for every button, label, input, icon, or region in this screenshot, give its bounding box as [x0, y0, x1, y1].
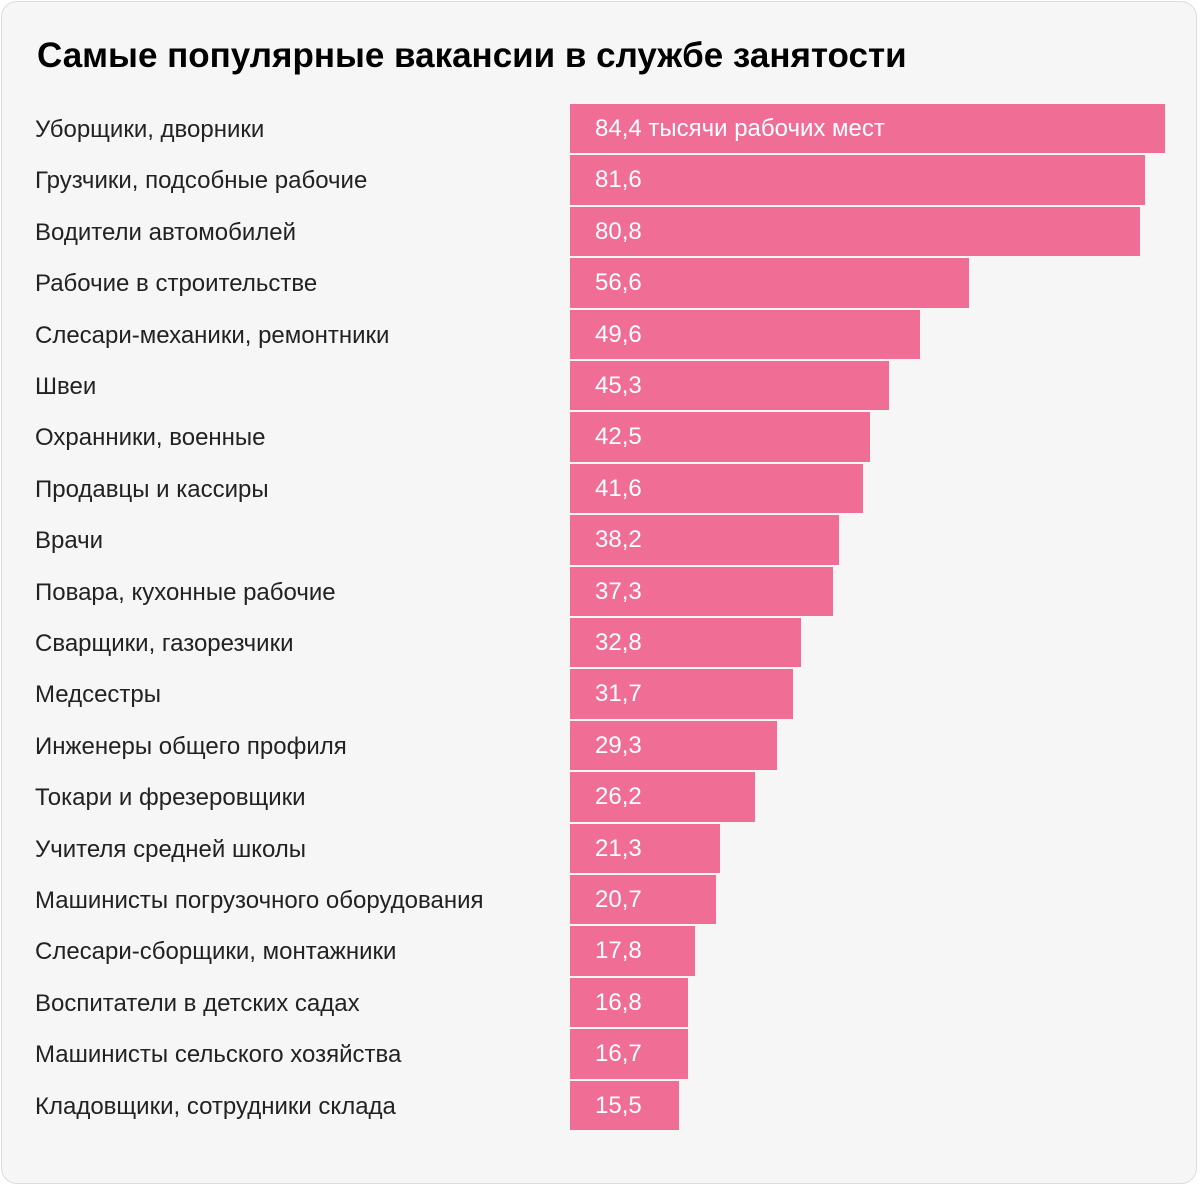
- bar-value-label: 26,2: [595, 783, 642, 811]
- category-label: Учителя средней школы: [35, 835, 307, 863]
- bar: [570, 618, 802, 668]
- category-label: Слесари-механики, ремонтники: [35, 321, 390, 349]
- chart-row: Машинисты сельского хозяйства 16,7: [0, 1029, 1200, 1080]
- bar: [570, 566, 833, 616]
- category-label: Медсестры: [35, 681, 162, 709]
- bar: [570, 1029, 688, 1079]
- category-label: Врачи: [35, 527, 104, 555]
- bar: [570, 155, 1146, 205]
- bar-value-label: 20,7: [595, 886, 642, 913]
- bar: [570, 361, 890, 411]
- bar: [570, 977, 689, 1028]
- bar-value-label: 49,6: [595, 320, 642, 348]
- chart-row: Медсестры 31,7: [0, 669, 1200, 720]
- bar: [570, 309, 920, 359]
- chart-row: Рабочие в строительстве 56,6: [0, 258, 1200, 309]
- bar: [570, 463, 864, 514]
- chart-row: Повара, кухонные рабочие 37,3: [0, 566, 1200, 618]
- bar-value-label: 31,7: [595, 680, 642, 708]
- category-label: Уборщики, дворники: [35, 116, 265, 143]
- bar: [570, 823, 721, 873]
- bar-value-label: 81,6: [595, 166, 642, 194]
- bar: [570, 926, 696, 976]
- bar: [570, 412, 870, 462]
- category-label: Машинисты сельского хозяйства: [35, 1041, 402, 1069]
- bar-value-label: 56,6: [595, 269, 642, 297]
- bar-value-label: 16,7: [595, 1040, 642, 1068]
- bar-value-label: 16,8: [595, 988, 642, 1016]
- chart-row: Слесари-сборщики, монтажники 17,8: [0, 926, 1200, 977]
- bar: [570, 875, 716, 925]
- bar: [570, 104, 1165, 154]
- bar-value-label: 41,6: [595, 474, 642, 502]
- bar-value-label: 38,2: [595, 526, 642, 554]
- category-label: Грузчики, подсобные рабочие: [35, 167, 368, 195]
- chart-row: Сварщики, газорезчики 32,8: [0, 618, 1200, 669]
- category-label: Продавцы и кассиры: [35, 475, 269, 503]
- chart-row: Слесари-механики, ремонтники 49,6: [0, 309, 1200, 361]
- chart-row: Инженеры общего профиля 29,3: [0, 720, 1200, 772]
- chart-row: Кладовщики, сотрудники склада 15,5: [0, 1080, 1200, 1132]
- chart-row: Швеи 45,3: [0, 361, 1200, 412]
- bar: [570, 515, 840, 565]
- category-label: Инженеры общего профиля: [35, 732, 347, 760]
- category-label: Охранники, военные: [35, 424, 266, 452]
- category-label: Кладовщики, сотрудники склада: [35, 1092, 396, 1120]
- bar: [570, 258, 970, 308]
- chart-title: Самые популярные вакансии в службе занят…: [37, 36, 907, 75]
- chart-row: Токари и фрезеровщики 26,2: [0, 772, 1200, 823]
- bar: [570, 1080, 680, 1130]
- chart-row: Грузчики, подсобные рабочие 81,6: [0, 155, 1200, 206]
- bar-value-label: 42,5: [595, 423, 642, 451]
- bar-value-label: 32,8: [595, 629, 642, 656]
- category-label: Сварщики, газорезчики: [35, 630, 294, 657]
- bar: [570, 206, 1140, 257]
- bar-value-label: 29,3: [595, 731, 642, 759]
- bar-value-label: 21,3: [595, 834, 642, 862]
- bar-value-label: 15,5: [595, 1091, 642, 1119]
- category-label: Слесари-сборщики, монтажники: [35, 938, 397, 966]
- category-label: Водители автомобилей: [35, 218, 296, 246]
- chart-row: Учителя средней школы 21,3: [0, 823, 1200, 875]
- category-label: Машинисты погрузочного оборудования: [35, 887, 484, 914]
- bar-value-label: 84,4 тысячи рабочих мест: [595, 115, 885, 142]
- category-label: Швеи: [35, 373, 97, 400]
- category-label: Воспитатели в детских садах: [35, 989, 360, 1017]
- bar-value-label: 17,8: [595, 937, 642, 965]
- bar-value-label: 80,8: [595, 217, 642, 245]
- chart-row: Воспитатели в детских садах 16,8: [0, 977, 1200, 1029]
- category-label: Повара, кухонные рабочие: [35, 578, 336, 606]
- chart-row: Врачи 38,2: [0, 515, 1200, 566]
- bar: [570, 720, 777, 771]
- category-label: Рабочие в строительстве: [35, 270, 318, 298]
- chart-row: Машинисты погрузочного оборудования 20,7: [0, 875, 1200, 926]
- bar-value-label: 37,3: [595, 577, 642, 605]
- chart-row: Охранники, военные 42,5: [0, 412, 1200, 463]
- chart-row: Уборщики, дворники 84,4 тысячи рабочих ме…: [0, 104, 1200, 155]
- category-label: Токари и фрезеровщики: [35, 784, 306, 812]
- chart-row: Водители автомобилей 80,8: [0, 206, 1200, 258]
- bar-value-label: 45,3: [595, 372, 642, 399]
- chart-row: Продавцы и кассиры 41,6: [0, 463, 1200, 515]
- bar: [570, 772, 755, 822]
- bar: [570, 669, 794, 719]
